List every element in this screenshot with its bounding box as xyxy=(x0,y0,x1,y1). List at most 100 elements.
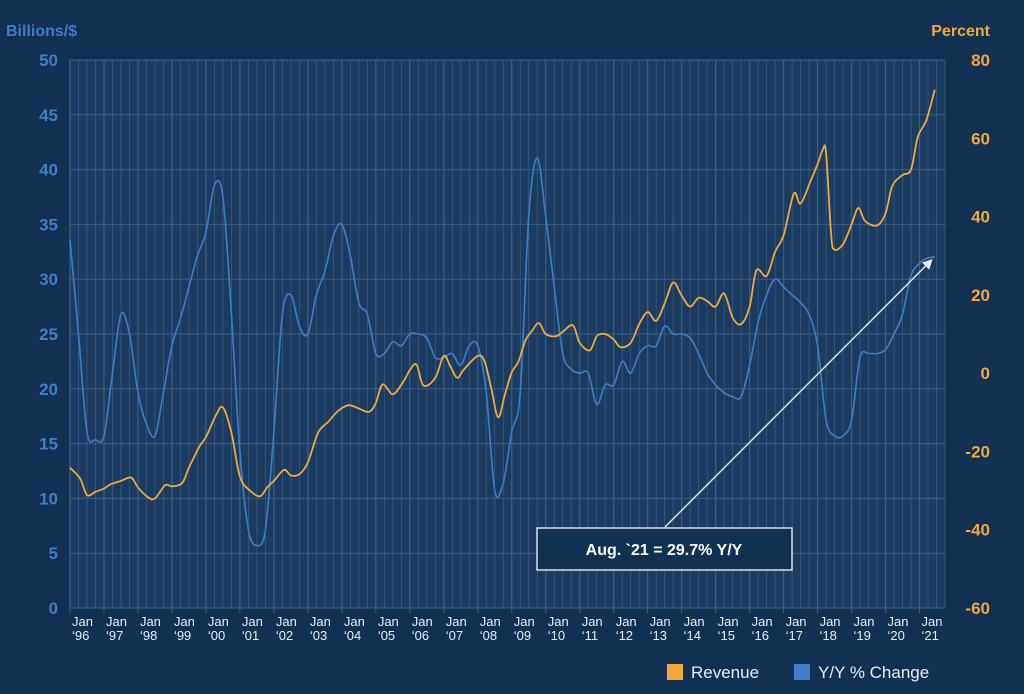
x-tick: Jan‘12 xyxy=(613,608,637,643)
legend-swatch-yoy xyxy=(794,664,810,680)
x-tick-year: ‘15 xyxy=(718,628,735,643)
right-tick-label: -40 xyxy=(965,521,990,540)
x-tick-month: Jan xyxy=(752,614,773,629)
x-axis-ticks: Jan‘96Jan‘97Jan‘98Jan‘99Jan‘00Jan‘01Jan‘… xyxy=(69,608,943,643)
x-tick-month: Jan xyxy=(922,614,943,629)
x-tick-month: Jan xyxy=(446,614,467,629)
x-tick-month: Jan xyxy=(480,614,501,629)
annotation-text: Aug. `21 = 29.7% Y/Y xyxy=(586,542,743,559)
left-tick-label: 5 xyxy=(49,544,58,563)
left-tick-label: 15 xyxy=(39,435,58,454)
x-tick-year: ‘99 xyxy=(174,628,191,643)
x-tick-year: ‘13 xyxy=(650,628,667,643)
left-axis-title: Billions/$ xyxy=(6,23,77,40)
x-tick: Jan‘14 xyxy=(681,608,705,643)
right-tick-label: 20 xyxy=(971,286,990,305)
right-tick-label: 80 xyxy=(971,51,990,70)
x-tick: Jan‘99 xyxy=(171,608,195,643)
x-tick: Jan‘04 xyxy=(341,608,365,643)
x-tick-month: Jan xyxy=(582,614,603,629)
left-tick-label: 20 xyxy=(39,380,58,399)
x-tick: Jan‘03 xyxy=(307,608,331,643)
x-tick-year: ‘12 xyxy=(616,628,633,643)
x-tick-month: Jan xyxy=(854,614,875,629)
x-tick-month: Jan xyxy=(718,614,739,629)
annotation: Aug. `21 = 29.7% Y/Y xyxy=(536,259,933,571)
x-tick-month: Jan xyxy=(242,614,263,629)
x-tick-month: Jan xyxy=(786,614,807,629)
x-tick-month: Jan xyxy=(378,614,399,629)
x-tick-year: ‘98 xyxy=(140,628,157,643)
x-tick-year: ‘07 xyxy=(446,628,463,643)
x-tick: Jan‘08 xyxy=(477,608,501,643)
x-tick: Jan‘02 xyxy=(273,608,297,643)
x-tick-year: ‘06 xyxy=(412,628,429,643)
x-tick: Jan‘21 xyxy=(919,608,943,643)
left-tick-label: 30 xyxy=(39,270,58,289)
left-tick-label: 35 xyxy=(39,215,58,234)
series-line-revenue xyxy=(69,89,936,501)
x-tick: Jan‘09 xyxy=(511,608,535,643)
x-tick-month: Jan xyxy=(684,614,705,629)
x-tick-month: Jan xyxy=(650,614,671,629)
x-tick: Jan‘19 xyxy=(851,608,875,643)
x-tick-year: ‘03 xyxy=(310,628,327,643)
left-tick-label: 25 xyxy=(39,325,58,344)
right-tick-label: 60 xyxy=(971,129,990,148)
x-tick-year: ‘02 xyxy=(276,628,293,643)
legend-label-yoy: Y/Y % Change xyxy=(818,663,929,682)
horizontal-gridlines xyxy=(70,59,945,609)
x-tick-year: ‘21 xyxy=(922,628,939,643)
x-tick-year: ‘09 xyxy=(514,628,531,643)
x-tick-month: Jan xyxy=(548,614,569,629)
x-tick: Jan‘96 xyxy=(69,608,93,643)
left-tick-label: 50 xyxy=(39,51,58,70)
right-axis-title: Percent xyxy=(931,23,990,40)
x-tick: Jan‘16 xyxy=(749,608,773,643)
series-line-yoy xyxy=(69,157,935,547)
x-tick-month: Jan xyxy=(310,614,331,629)
left-axis-ticks: 0 5 10 15 20 25 30 35 40 45 50 xyxy=(39,51,58,618)
x-tick-year: ‘01 xyxy=(242,628,259,643)
x-tick-month: Jan xyxy=(514,614,535,629)
right-tick-label: 0 xyxy=(981,364,990,383)
x-tick: Jan‘10 xyxy=(545,608,569,643)
right-tick-label: -60 xyxy=(965,599,990,618)
x-tick: Jan‘20 xyxy=(885,608,909,643)
annotation-arrow xyxy=(664,264,928,528)
x-tick: Jan‘98 xyxy=(137,608,161,643)
x-tick-year: ‘10 xyxy=(548,628,565,643)
x-tick-year: ‘20 xyxy=(888,628,905,643)
x-tick-year: ‘17 xyxy=(786,628,803,643)
right-axis-ticks: -60 -40 -20 0 20 40 60 80 xyxy=(965,51,990,618)
x-tick: Jan‘17 xyxy=(783,608,807,643)
left-tick-label: 45 xyxy=(39,106,58,125)
x-tick: Jan‘06 xyxy=(409,608,433,643)
x-tick: Jan‘07 xyxy=(443,608,467,643)
x-tick: Jan‘15 xyxy=(715,608,739,643)
x-tick: Jan‘00 xyxy=(205,608,229,643)
x-tick-month: Jan xyxy=(276,614,297,629)
right-tick-label: -20 xyxy=(965,442,990,461)
x-tick: Jan‘18 xyxy=(817,608,841,643)
x-tick: Jan‘11 xyxy=(579,608,603,643)
x-tick-year: ‘97 xyxy=(106,628,123,643)
x-tick-month: Jan xyxy=(888,614,909,629)
x-tick-month: Jan xyxy=(344,614,365,629)
legend: Revenue Y/Y % Change xyxy=(667,663,929,682)
left-tick-label: 40 xyxy=(39,161,58,180)
x-tick-year: ‘18 xyxy=(820,628,837,643)
left-tick-label: 0 xyxy=(49,599,58,618)
x-tick: Jan‘97 xyxy=(103,608,127,643)
x-tick-month: Jan xyxy=(140,614,161,629)
x-tick-month: Jan xyxy=(616,614,637,629)
annotation-box xyxy=(536,527,793,571)
x-tick-month: Jan xyxy=(820,614,841,629)
x-tick: Jan‘13 xyxy=(647,608,671,643)
x-tick-year: ‘04 xyxy=(344,628,361,643)
x-tick-month: Jan xyxy=(106,614,127,629)
legend-label-revenue: Revenue xyxy=(691,663,759,682)
x-tick-month: Jan xyxy=(412,614,433,629)
x-tick-year: ‘19 xyxy=(854,628,871,643)
